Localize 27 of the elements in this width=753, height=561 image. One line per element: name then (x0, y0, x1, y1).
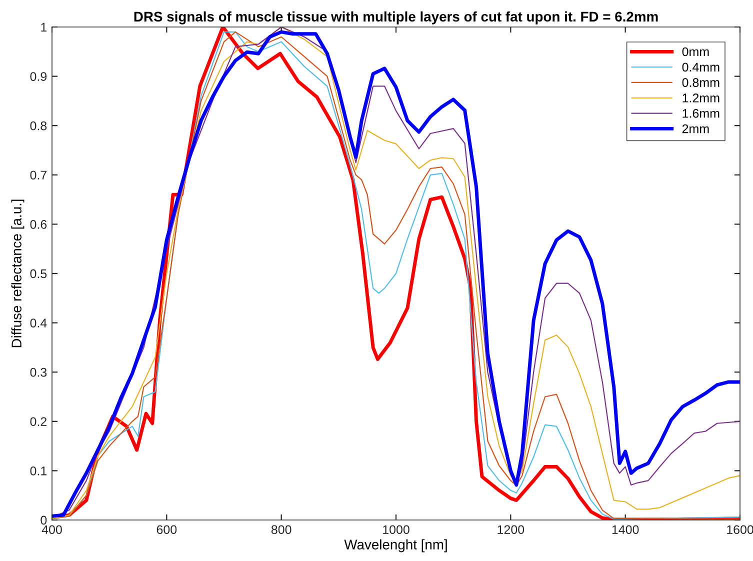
legend-label: 0.4mm (682, 62, 720, 72)
x-tick-label: 1000 (383, 525, 410, 534)
y-axis-title: Diffuse reflectance [a.u.] (11, 200, 24, 348)
x-tick-label: 800 (271, 525, 292, 534)
y-tick-label: 0.5 (30, 269, 47, 278)
legend-label: 2mm (682, 124, 709, 134)
y-tick-label: 0.1 (30, 466, 47, 476)
legend-label: 1.6mm (682, 108, 720, 118)
legend-label: 1.2mm (682, 94, 720, 102)
x-axis-title: Wavelenght [nm] (344, 539, 447, 552)
y-tick-label: 0.9 (30, 72, 47, 81)
y-tick-label: 0.7 (30, 170, 47, 180)
y-tick-label: 0.3 (30, 368, 47, 377)
legend-label: 0.8mm (682, 78, 720, 87)
x-tick-label: 1600 (727, 525, 753, 534)
y-tick-label: 0 (40, 516, 47, 525)
x-tick-label: 1200 (498, 525, 524, 534)
y-tick-label: 0.6 (30, 220, 47, 229)
chart-title: DRS signals of muscle tissue with multiple layers of cut fat upon it. FD = 6.2mm (134, 11, 658, 24)
y-tick-label: 0.2 (30, 417, 47, 426)
x-tick-label: 400 (42, 525, 62, 534)
x-tick-label: 600 (156, 525, 177, 534)
legend-label: 0mm (682, 47, 709, 56)
y-tick-label: 1 (41, 22, 47, 32)
x-tick-label: 1400 (612, 525, 639, 534)
y-tick-label: 0.4 (30, 318, 47, 328)
y-tick-label: 0.8 (30, 121, 47, 130)
